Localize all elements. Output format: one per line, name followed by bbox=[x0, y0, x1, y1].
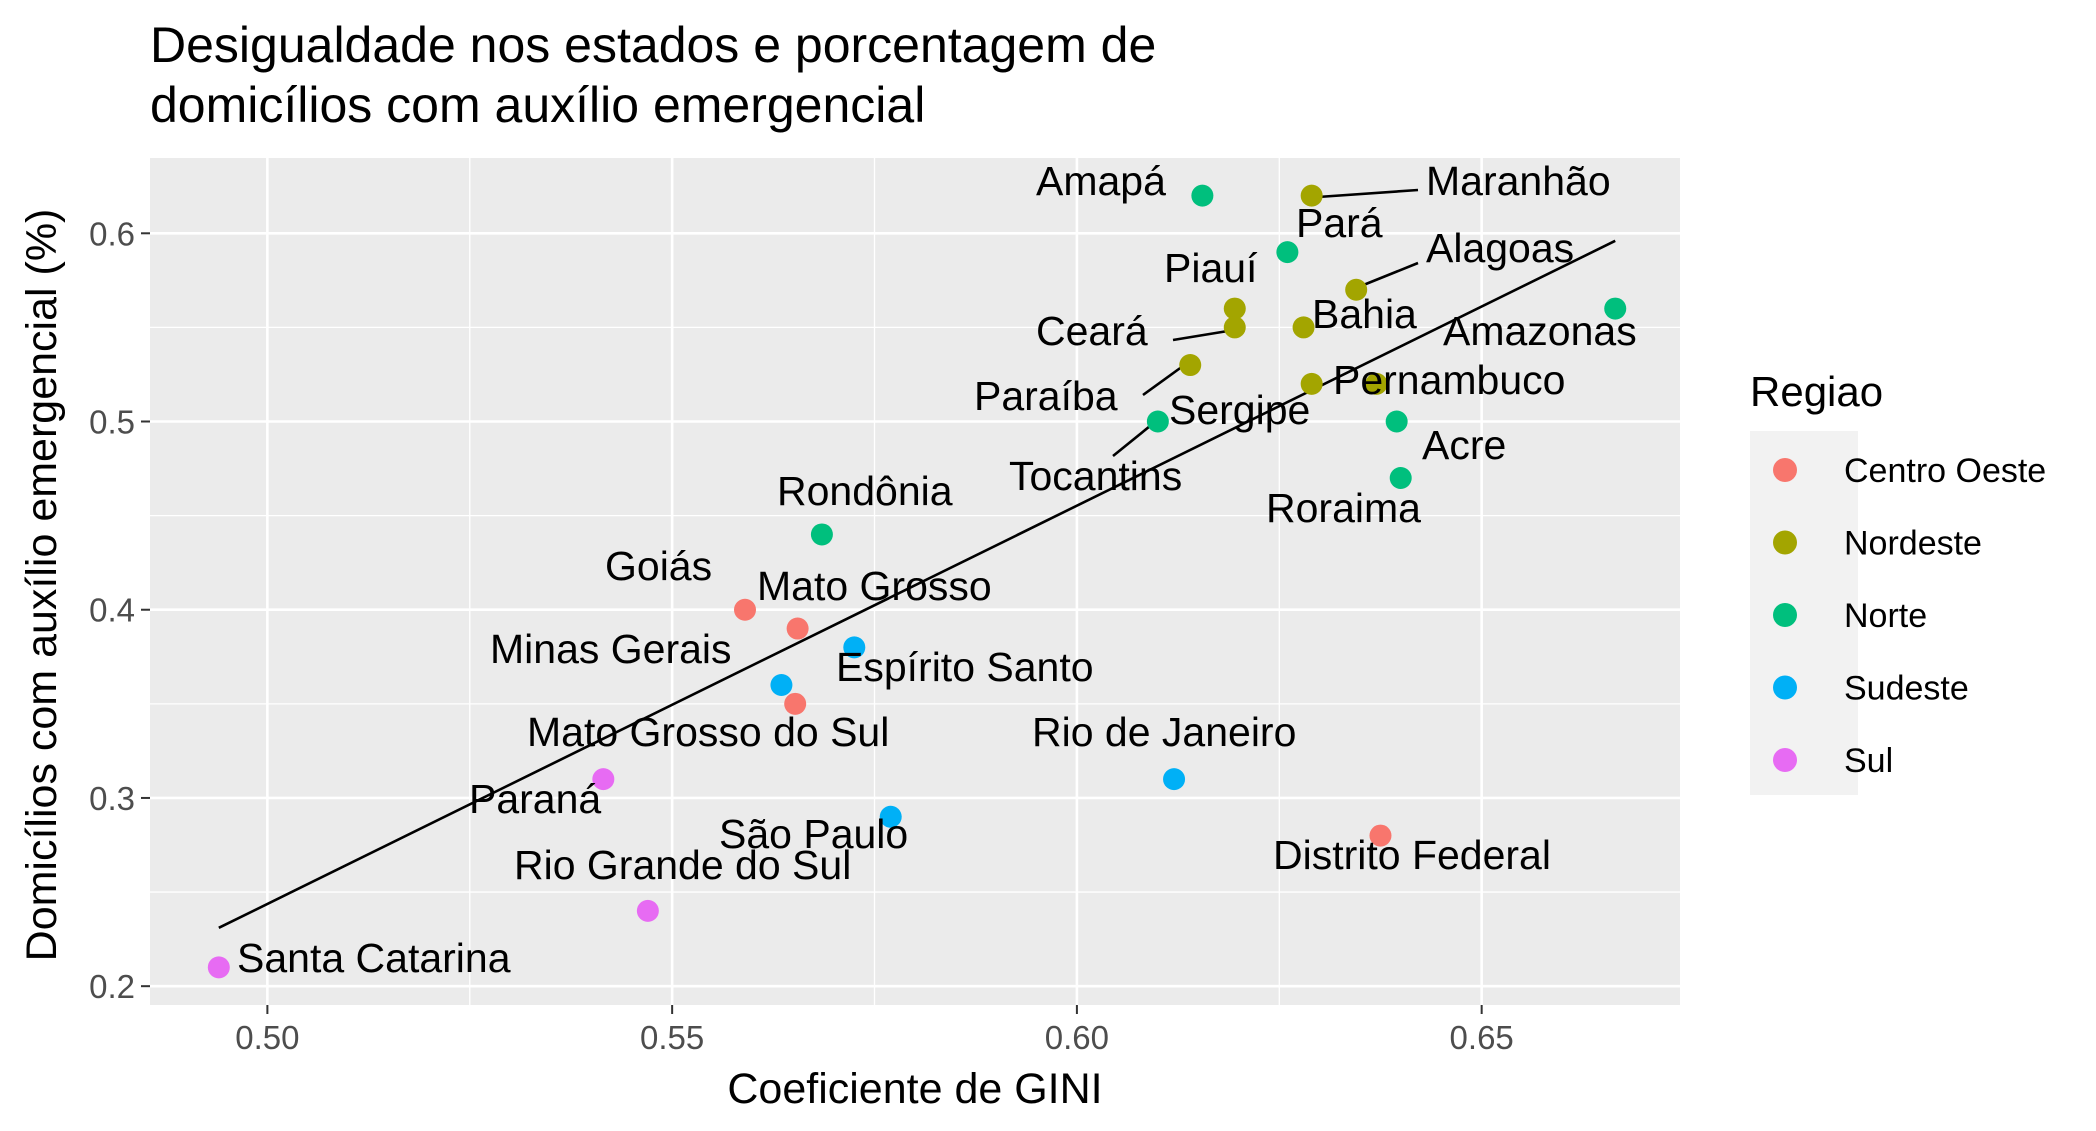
y-tick-label: 0.4 bbox=[89, 592, 135, 629]
legend-label-sudeste: Sudeste bbox=[1844, 670, 1969, 708]
label-maranhao: Maranhão bbox=[1426, 158, 1611, 204]
y-tick-label: 0.3 bbox=[89, 780, 135, 817]
label-roraima: Roraima bbox=[1266, 485, 1421, 531]
legend-entries: Centro Oeste Nordeste Norte Sudeste Sul bbox=[1773, 452, 2046, 780]
leader-line-tocantins bbox=[1112, 420, 1156, 458]
point-distrito-federal bbox=[1369, 824, 1392, 847]
label-goias: Goiás bbox=[605, 543, 712, 589]
label-mato-grosso: Mato Grosso bbox=[757, 563, 992, 609]
label-mato-grosso-do-sul: Mato Grosso do Sul bbox=[527, 709, 889, 755]
y-axis-title: Domicílios com auxílio emergencial (%) bbox=[18, 209, 66, 962]
label-sergipe: Sergipe bbox=[1169, 387, 1310, 433]
point-piaui bbox=[1223, 297, 1246, 320]
chart-title: Desigualdade nos estados e porcentagem d… bbox=[150, 17, 1156, 133]
point-acre bbox=[1385, 410, 1408, 433]
data-points bbox=[207, 184, 1627, 979]
x-tick-label: 0.50 bbox=[235, 1019, 299, 1056]
label-acre: Acre bbox=[1422, 422, 1506, 468]
leader-line-ceara bbox=[1172, 328, 1235, 342]
point-goias bbox=[734, 598, 756, 621]
point-tocantins bbox=[1146, 410, 1169, 433]
point-maranhao bbox=[1300, 184, 1323, 207]
point-rio-de-janeiro bbox=[1163, 768, 1186, 791]
label-minas-gerais: Minas Gerais bbox=[490, 626, 732, 672]
legend-key-background bbox=[1750, 431, 1858, 795]
legend-label-nordeste: Nordeste bbox=[1844, 525, 1982, 563]
x-tick-label: 0.55 bbox=[640, 1019, 704, 1056]
y-axis-ticks: 0.2 0.3 0.4 0.5 0.6 bbox=[89, 215, 150, 1005]
label-tocantins: Tocantins bbox=[1009, 453, 1182, 499]
point-rondonia bbox=[810, 523, 833, 546]
plot-panel bbox=[150, 158, 1680, 1005]
label-parana: Paraná bbox=[469, 776, 601, 822]
point-minas-gerais bbox=[770, 674, 793, 697]
point-espirito-santo bbox=[843, 636, 866, 659]
label-paraiba: Paraíba bbox=[974, 373, 1118, 419]
point-rio-grande-do-sul bbox=[636, 899, 659, 922]
x-tick-label: 0.65 bbox=[1450, 1019, 1514, 1056]
label-amazonas: Amazonas bbox=[1443, 308, 1637, 354]
trend-line-group bbox=[218, 239, 1616, 929]
point-para bbox=[1276, 241, 1299, 264]
label-sao-paulo: São Paulo bbox=[719, 811, 908, 857]
label-espirito-santo: Espírito Santo bbox=[836, 644, 1094, 690]
point-amazonas bbox=[1604, 297, 1627, 320]
x-axis-ticks: 0.50 0.55 0.60 0.65 bbox=[235, 1005, 1514, 1056]
legend-title: Regiao bbox=[1750, 368, 1883, 415]
leader-line-paraiba bbox=[1142, 364, 1184, 397]
legend-label-norte: Norte bbox=[1844, 597, 1927, 635]
chart-title-line-1: Desigualdade nos estados e porcentagem d… bbox=[150, 17, 1156, 73]
point-santa-catarina bbox=[207, 956, 230, 979]
trend-line bbox=[218, 239, 1616, 929]
legend-label-centro-oeste: Centro Oeste bbox=[1844, 452, 2046, 490]
y-tick-label: 0.5 bbox=[89, 404, 135, 441]
point-labels: Amapá Maranhão Pará Alagoas Piauí Amazonas Cea… bbox=[237, 158, 1637, 981]
point-alagoas bbox=[1345, 278, 1368, 301]
point-amapa bbox=[1191, 184, 1214, 207]
point-parana bbox=[592, 768, 615, 791]
legend-key-centro-oeste bbox=[1773, 458, 1797, 482]
label-rondonia: Rondônia bbox=[777, 468, 953, 514]
label-santa-catarina: Santa Catarina bbox=[237, 935, 511, 981]
y-tick-label: 0.6 bbox=[89, 215, 135, 252]
label-para: Pará bbox=[1296, 200, 1383, 246]
label-amapa: Amapá bbox=[1036, 158, 1166, 204]
legend: Regiao Centro Oeste Nordeste Norte Sudeste S… bbox=[1750, 368, 2046, 795]
label-rio-grande-do-sul: Rio Grande do Sul bbox=[514, 842, 851, 888]
point-sergipe bbox=[1300, 372, 1323, 395]
chart-title-line-2: domicílios com auxílio emergencial bbox=[150, 77, 925, 133]
legend-key-sul bbox=[1773, 748, 1797, 772]
legend-key-sudeste bbox=[1773, 675, 1797, 700]
legend-key-nordeste bbox=[1773, 530, 1797, 555]
point-bahia bbox=[1292, 316, 1315, 339]
legend-label-sul: Sul bbox=[1844, 742, 1893, 780]
point-pernambuco bbox=[1365, 372, 1388, 395]
label-alagoas: Alagoas bbox=[1426, 225, 1574, 271]
label-piaui: Piauí bbox=[1164, 245, 1258, 291]
y-tick-label: 0.2 bbox=[89, 968, 135, 1005]
x-tick-label: 0.60 bbox=[1045, 1019, 1109, 1056]
leader-line-maranhao bbox=[1317, 188, 1419, 199]
x-axis-title: Coeficiente de GINI bbox=[727, 1065, 1102, 1113]
label-pernambuco: Pernambuco bbox=[1333, 357, 1565, 403]
point-sao-paulo bbox=[879, 805, 902, 828]
leader-line-alagoas bbox=[1355, 261, 1419, 290]
grid-minor bbox=[150, 158, 1680, 1005]
label-rio-de-janeiro: Rio de Janeiro bbox=[1032, 709, 1296, 755]
point-ceara bbox=[1223, 316, 1246, 339]
label-distrito-federal: Distrito Federal bbox=[1273, 832, 1551, 878]
grid-major bbox=[150, 158, 1680, 1005]
label-ceara: Ceará bbox=[1036, 308, 1148, 354]
label-bahia: Bahia bbox=[1312, 291, 1417, 337]
legend-key-norte bbox=[1773, 603, 1797, 627]
point-roraima bbox=[1389, 466, 1412, 489]
point-mato-grosso-do-sul bbox=[784, 692, 807, 715]
label-leader-lines bbox=[1112, 188, 1419, 458]
point-mato-grosso bbox=[786, 617, 809, 640]
point-paraiba bbox=[1179, 354, 1202, 377]
